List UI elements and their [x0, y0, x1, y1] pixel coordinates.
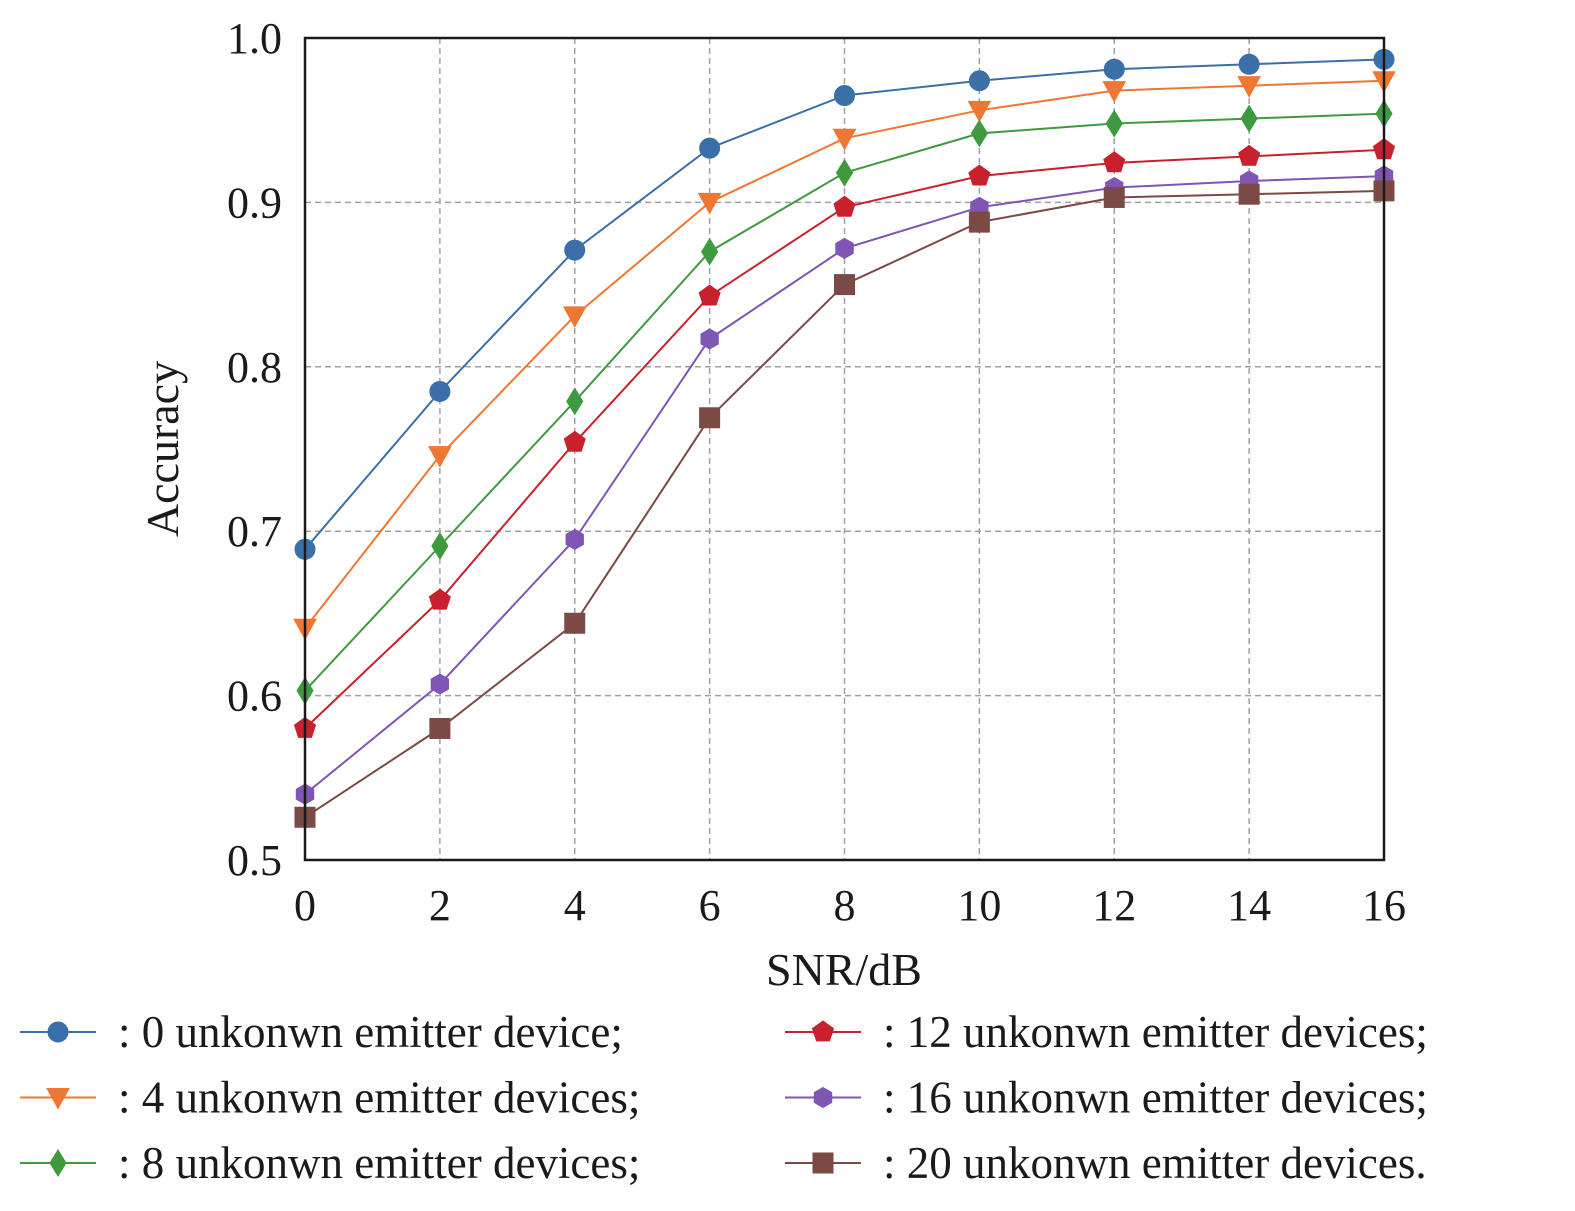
data-point-pentagon	[811, 1020, 835, 1042]
data-point-square	[699, 407, 721, 429]
data-point-triangle-down	[967, 100, 992, 123]
data-point-pentagon	[1103, 151, 1126, 173]
legend-item: : 0 unkonwn emitter device;	[20, 1007, 623, 1057]
legend-label: : 12 unkonwn emitter devices;	[883, 1007, 1428, 1057]
data-point-hexagon	[813, 1086, 833, 1109]
y-tick-label: 0.7	[227, 507, 282, 556]
legend-label: : 8 unkonwn emitter devices;	[118, 1138, 640, 1188]
series-1	[293, 71, 1396, 641]
legend-label: : 16 unkonwn emitter devices;	[883, 1073, 1428, 1123]
y-tick-label: 0.5	[227, 836, 282, 885]
legend-label: : 4 unkonwn emitter devices;	[118, 1073, 640, 1123]
data-point-diamond	[566, 387, 584, 416]
data-point-pentagon	[698, 284, 721, 306]
x-tick-label: 6	[699, 881, 721, 930]
data-point-square	[1103, 186, 1125, 208]
legend-item: : 20 unkonwn emitter devices.	[785, 1138, 1427, 1188]
y-tick-label: 1.0	[227, 14, 282, 63]
series-0	[294, 48, 1395, 560]
data-point-triangle-down	[46, 1088, 70, 1110]
data-point-hexagon	[430, 673, 449, 695]
legend-label: : 0 unkonwn emitter device;	[118, 1007, 623, 1057]
data-point-diamond	[1240, 104, 1258, 133]
data-point-circle	[968, 70, 990, 92]
x-tick-label: 2	[429, 881, 451, 930]
data-point-triangle-down	[1102, 81, 1127, 103]
data-point-triangle-down	[832, 128, 857, 151]
x-tick-label: 16	[1362, 881, 1406, 930]
y-tick-label: 0.8	[227, 343, 282, 392]
series-5	[294, 180, 1395, 828]
data-point-square	[812, 1152, 834, 1174]
data-point-hexagon	[700, 328, 719, 350]
data-point-square	[834, 274, 855, 296]
plot-frame	[303, 36, 1386, 862]
legend-item: : 12 unkonwn emitter devices;	[785, 1007, 1428, 1057]
legend-item: : 4 unkonwn emitter devices;	[20, 1073, 640, 1123]
legend-item: : 8 unkonwn emitter devices;	[20, 1138, 640, 1188]
data-point-diamond	[970, 119, 988, 148]
data-point-diamond	[49, 1149, 67, 1177]
data-point-circle	[47, 1021, 69, 1043]
series-2	[296, 99, 1393, 705]
data-point-pentagon	[563, 430, 586, 452]
data-point-circle	[564, 239, 586, 261]
x-axis-label: SNR/dB	[766, 944, 922, 995]
x-tick-label: 14	[1227, 881, 1271, 930]
data-point-diamond	[1105, 109, 1123, 138]
data-point-circle	[699, 137, 721, 159]
x-tick-label: 10	[957, 881, 1001, 930]
data-point-hexagon	[565, 528, 584, 550]
legend-item: : 16 unkonwn emitter devices;	[785, 1073, 1428, 1123]
data-point-triangle-down	[428, 446, 452, 468]
data-point-diamond	[835, 158, 854, 187]
data-point-triangle-down	[697, 192, 722, 215]
data-point-hexagon	[835, 237, 854, 259]
data-point-pentagon	[1238, 144, 1261, 166]
x-tick-label: 0	[294, 881, 316, 930]
data-point-pentagon	[833, 195, 856, 217]
ticks: 0 2 4 6 8 10 12 14 16 0.5 0.6 0.7 0.8 0.9 1.0	[227, 14, 1406, 930]
data-point-circle	[1238, 53, 1260, 75]
data-point-circle	[1103, 58, 1125, 80]
data-point-circle	[429, 380, 451, 402]
y-tick-label: 0.6	[227, 672, 282, 721]
data-point-square	[429, 717, 451, 739]
series-3	[293, 138, 1396, 738]
legend: : 0 unkonwn emitter device; : 4 unkonwn e…	[20, 1007, 1428, 1188]
data-point-pentagon	[968, 164, 991, 186]
x-tick-label: 4	[564, 881, 586, 930]
data-point-diamond	[431, 532, 449, 560]
y-axis-label: Accuracy	[137, 361, 188, 537]
y-tick-label: 0.9	[227, 178, 282, 227]
data-point-circle	[834, 85, 855, 107]
data-point-diamond	[701, 237, 719, 266]
series-group	[293, 48, 1396, 828]
data-point-triangle-down	[1237, 76, 1261, 98]
data-point-triangle-down	[562, 306, 587, 328]
x-tick-label: 12	[1092, 881, 1136, 930]
data-point-square	[968, 211, 990, 233]
data-point-pentagon	[428, 588, 451, 610]
data-point-square	[564, 612, 586, 634]
x-tick-label: 8	[834, 881, 856, 930]
legend-label: : 20 unkonwn emitter devices.	[883, 1138, 1427, 1188]
data-point-square	[1238, 183, 1260, 205]
